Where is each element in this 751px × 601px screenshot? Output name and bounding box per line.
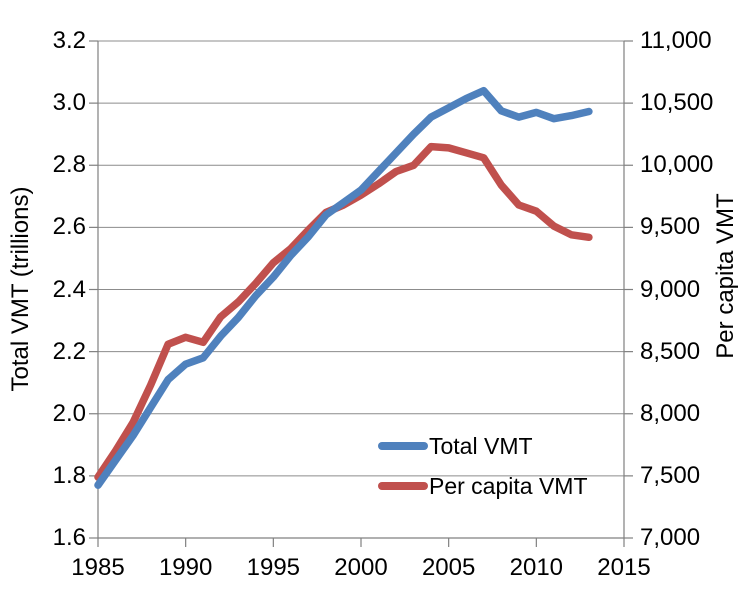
y-right-tick-label: 7,000 (640, 524, 701, 551)
total-vmt-line (94, 86, 593, 489)
y-right-axis-title: Per capita VMT (712, 193, 739, 359)
y-left-tick-label: 1.6 (52, 524, 86, 551)
y-left-tick-label: 3.2 (52, 27, 86, 54)
y-right-tick-label: 10,000 (640, 151, 714, 179)
y-left-tick-label: 2.0 (52, 399, 86, 427)
per-capita-vmt-line-swatch (378, 482, 428, 490)
y-right-tick-label: 11,000 (640, 27, 712, 54)
x-tick-label: 1985 (71, 554, 125, 581)
legend-label-per-capita-vmt: Per capita VMT (429, 472, 588, 499)
y-right-tick-label: 8,500 (640, 337, 701, 365)
total-vmt-line-swatch (378, 442, 428, 450)
y-left-tick-label: 2.6 (52, 213, 86, 241)
x-tick-label: 1995 (246, 554, 301, 581)
y-left-tick-label: 1.8 (52, 461, 86, 489)
y-right-tick-label: 9,000 (640, 275, 701, 303)
legend: Total VMT Per capita VMT (378, 426, 588, 506)
x-tick-label: 2010 (509, 554, 564, 581)
x-tick-label: 2005 (421, 554, 476, 581)
y-right-tick-label: 10,500 (640, 89, 714, 117)
y-left-tick-label: 2.4 (52, 275, 86, 303)
x-tick-label: 2000 (334, 554, 388, 581)
x-tick-label: 2015 (597, 554, 651, 581)
y-right-tick-label: 8,000 (640, 399, 701, 427)
y-right-tick-label: 9,500 (640, 213, 701, 241)
legend-label-total-vmt: Total VMT (429, 432, 533, 459)
y-left-tick-label: 2.2 (52, 337, 86, 365)
y-left-tick-label: 3.0 (52, 89, 86, 117)
legend-item-total-vmt: Total VMT (378, 426, 588, 466)
x-tick-label: 1990 (158, 554, 213, 581)
y-left-axis-title: Total VMT (trillions) (7, 186, 34, 392)
legend-item-per-capita-vmt: Per capita VMT (378, 466, 588, 506)
y-right-tick-label: 7,500 (640, 461, 701, 489)
y-left-tick-label: 2.8 (52, 151, 86, 179)
